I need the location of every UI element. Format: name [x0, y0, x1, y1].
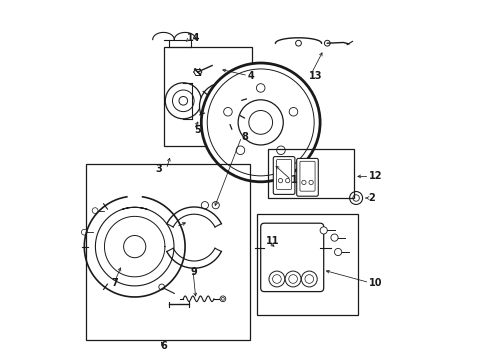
Circle shape	[212, 202, 219, 209]
Circle shape	[288, 275, 297, 283]
Text: 14: 14	[186, 33, 200, 43]
Circle shape	[179, 96, 187, 105]
Circle shape	[208, 91, 213, 97]
Circle shape	[248, 111, 272, 134]
Text: 13: 13	[309, 71, 322, 81]
Circle shape	[201, 202, 208, 209]
Circle shape	[199, 83, 246, 130]
Circle shape	[285, 179, 289, 183]
Text: 2: 2	[368, 193, 375, 203]
Text: 7: 7	[111, 278, 118, 288]
Circle shape	[92, 208, 98, 213]
Circle shape	[221, 297, 224, 300]
Circle shape	[236, 146, 244, 154]
Circle shape	[123, 235, 145, 258]
Bar	[86, 164, 249, 340]
Circle shape	[278, 179, 282, 183]
Circle shape	[231, 115, 237, 121]
Circle shape	[268, 271, 284, 287]
Circle shape	[159, 284, 164, 290]
Circle shape	[308, 180, 313, 185]
FancyBboxPatch shape	[260, 223, 323, 292]
Circle shape	[352, 195, 359, 201]
Circle shape	[305, 275, 313, 283]
Text: 3: 3	[155, 164, 162, 174]
Circle shape	[349, 192, 362, 204]
Circle shape	[210, 93, 235, 119]
Circle shape	[201, 63, 320, 182]
Circle shape	[285, 271, 301, 287]
Circle shape	[256, 84, 264, 92]
Text: 1: 1	[291, 175, 298, 185]
Circle shape	[231, 91, 237, 97]
Circle shape	[330, 234, 337, 241]
FancyBboxPatch shape	[296, 158, 318, 196]
Circle shape	[172, 90, 194, 112]
Circle shape	[324, 40, 329, 46]
Circle shape	[295, 40, 301, 46]
Text: 11: 11	[265, 236, 279, 246]
Bar	[163, 47, 251, 146]
Circle shape	[81, 229, 87, 235]
FancyBboxPatch shape	[273, 157, 294, 194]
Circle shape	[301, 180, 305, 185]
Circle shape	[272, 275, 281, 283]
Circle shape	[223, 108, 232, 116]
Circle shape	[165, 83, 201, 119]
Circle shape	[207, 69, 313, 176]
FancyBboxPatch shape	[276, 159, 291, 189]
Text: 10: 10	[368, 278, 382, 288]
Circle shape	[220, 296, 225, 302]
Circle shape	[276, 146, 285, 154]
Bar	[267, 149, 354, 198]
Text: 12: 12	[368, 171, 382, 181]
FancyBboxPatch shape	[299, 161, 314, 191]
Text: 6: 6	[160, 341, 166, 351]
Text: 9: 9	[190, 267, 197, 277]
Text: 4: 4	[247, 71, 254, 81]
Circle shape	[320, 227, 326, 234]
Text: 5: 5	[194, 125, 201, 135]
Circle shape	[208, 115, 213, 121]
Text: 8: 8	[241, 132, 247, 142]
Circle shape	[301, 271, 317, 287]
Circle shape	[217, 101, 227, 111]
Bar	[257, 214, 357, 315]
Circle shape	[238, 100, 283, 145]
Circle shape	[288, 108, 297, 116]
Circle shape	[334, 248, 341, 256]
